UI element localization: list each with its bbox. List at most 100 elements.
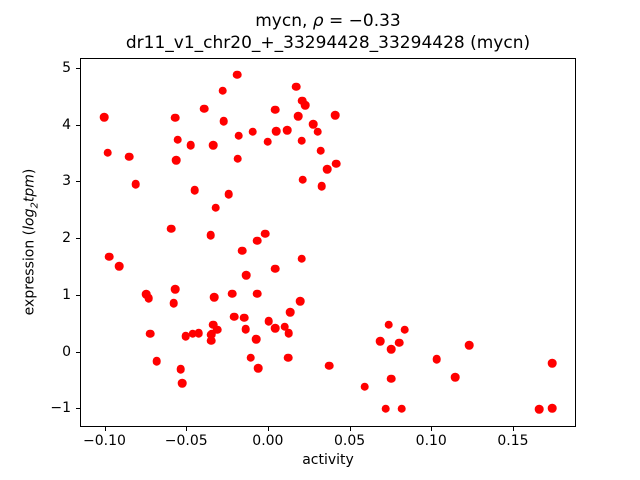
- y-tick-mark: [76, 181, 80, 183]
- y-tick-label: 4: [62, 116, 71, 133]
- data-point: [230, 312, 239, 321]
- x-tick-label: 0.15: [497, 433, 529, 449]
- data-point: [317, 182, 327, 191]
- data-point: [284, 328, 293, 338]
- data-point: [186, 140, 195, 150]
- data-point: [207, 329, 217, 339]
- data-point: [103, 148, 112, 157]
- data-point: [360, 382, 370, 391]
- data-point: [181, 332, 190, 341]
- y-axis-label: expression (log2tpm): [22, 169, 41, 316]
- x-tick-label: 0.05: [333, 433, 366, 449]
- data-point: [234, 131, 243, 140]
- ylabel-tpm: tpm: [21, 174, 38, 203]
- chart-title: mycn, ρ = −0.33 dr11_v1_chr20_+_33294428…: [80, 11, 576, 54]
- data-point: [271, 105, 280, 115]
- data-point: [166, 224, 176, 233]
- data-point: [190, 186, 200, 195]
- data-point: [263, 137, 273, 147]
- data-point: [283, 353, 293, 363]
- x-tick-mark: [512, 427, 514, 431]
- data-point: [316, 146, 326, 156]
- data-point: [224, 190, 233, 199]
- data-point: [295, 297, 305, 306]
- x-tick-mark: [186, 427, 188, 431]
- data-point: [271, 126, 281, 136]
- data-point: [114, 262, 124, 271]
- data-point: [131, 179, 141, 189]
- data-point: [252, 236, 262, 245]
- data-point: [283, 125, 292, 135]
- data-point: [199, 104, 209, 113]
- data-point: [239, 313, 249, 323]
- data-point: [260, 229, 270, 239]
- data-point: [208, 320, 218, 329]
- y-tick-label: −1: [50, 400, 71, 417]
- x-tick-label: 0.10: [415, 433, 447, 449]
- title-line-2: dr11_v1_chr20_+_33294428_33294428 (mycn): [125, 32, 531, 53]
- data-point: [253, 364, 263, 373]
- ylabel-log: log: [21, 208, 38, 230]
- data-point: [271, 323, 280, 333]
- x-axis-label: activity: [302, 452, 354, 468]
- data-point: [252, 289, 262, 298]
- data-point: [384, 320, 393, 329]
- data-point: [280, 322, 289, 332]
- data-point: [170, 284, 180, 294]
- y-tick-mark: [76, 408, 80, 410]
- data-point: [171, 113, 180, 122]
- y-tick-label: 0: [62, 343, 71, 360]
- rho-value: = −0.33: [323, 11, 401, 31]
- data-point: [264, 316, 274, 326]
- x-tick-mark: [349, 427, 351, 431]
- y-tick-label: 1: [62, 286, 71, 303]
- x-tick-mark: [267, 427, 269, 431]
- data-point: [212, 325, 222, 334]
- data-point: [285, 307, 295, 317]
- data-point: [152, 356, 161, 366]
- data-point: [387, 374, 396, 383]
- data-point: [547, 359, 557, 368]
- x-tick-label: −0.05: [164, 433, 208, 449]
- data-point: [176, 364, 185, 374]
- ylabel-prefix: expression (: [21, 229, 38, 316]
- data-point: [172, 155, 181, 165]
- data-point: [331, 111, 340, 120]
- data-point: [146, 329, 155, 338]
- data-point: [548, 403, 557, 413]
- data-point: [293, 111, 303, 121]
- data-point: [248, 127, 257, 137]
- rho-symbol: ρ: [312, 11, 324, 31]
- title-gene: mycn,: [255, 11, 313, 31]
- data-point: [209, 140, 218, 150]
- data-point: [313, 127, 323, 137]
- ylabel-suffix: ): [21, 168, 38, 175]
- y-tick-mark: [76, 124, 80, 126]
- y-tick-label: 2: [62, 230, 71, 247]
- data-point: [144, 293, 153, 303]
- data-point: [178, 378, 187, 388]
- y-tick-mark: [76, 238, 80, 240]
- data-point: [534, 404, 544, 414]
- data-point: [432, 354, 442, 364]
- data-point: [375, 337, 385, 346]
- data-point: [241, 324, 250, 334]
- data-point: [291, 82, 301, 91]
- data-point: [169, 298, 179, 308]
- data-point: [188, 329, 197, 338]
- data-point: [206, 231, 215, 240]
- data-point: [397, 404, 406, 413]
- data-point: [209, 293, 219, 302]
- y-tick-mark: [76, 67, 80, 69]
- data-point: [325, 361, 334, 370]
- data-point: [271, 264, 280, 273]
- data-point: [322, 165, 332, 174]
- data-point: [218, 86, 228, 95]
- data-point: [246, 353, 255, 363]
- data-point: [124, 152, 134, 161]
- data-point: [332, 159, 341, 169]
- data-point: [104, 252, 114, 262]
- data-point: [309, 120, 318, 129]
- plot-area: [80, 58, 576, 427]
- x-tick-label: 0.00: [252, 433, 284, 449]
